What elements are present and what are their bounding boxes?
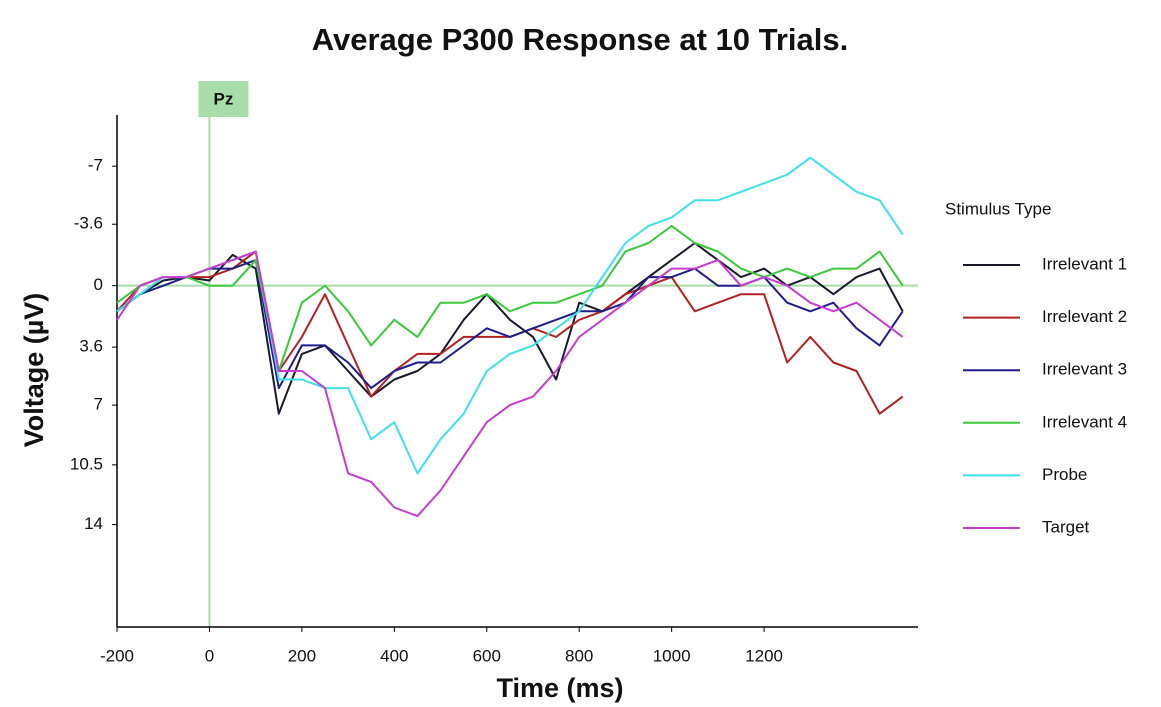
y-tick-label: 3.6 bbox=[79, 337, 103, 356]
y-tick-label: 10.5 bbox=[70, 454, 103, 473]
legend-label: Target bbox=[1042, 517, 1090, 536]
chart-title: Average P300 Response at 10 Trials. bbox=[312, 22, 848, 57]
x-axis-label: Time (ms) bbox=[496, 673, 623, 703]
series-line bbox=[116, 250, 904, 415]
legend-label: Irrelevant 3 bbox=[1042, 360, 1127, 379]
legend-label: Irrelevant 2 bbox=[1042, 307, 1127, 326]
series-line bbox=[116, 156, 904, 475]
x-tick-label: 800 bbox=[565, 646, 593, 665]
x-tick-label: 400 bbox=[380, 646, 408, 665]
series-line bbox=[116, 224, 904, 372]
y-tick-label: 7 bbox=[94, 395, 103, 414]
y-tick-label: 14 bbox=[84, 514, 103, 533]
series-line bbox=[116, 259, 904, 390]
y-tick-label: -7 bbox=[88, 156, 103, 175]
y-tick-label: 0 bbox=[94, 275, 103, 294]
x-tick-label: 200 bbox=[288, 646, 316, 665]
legend-label: Irrelevant 1 bbox=[1042, 254, 1127, 273]
legend-title: Stimulus Type bbox=[945, 199, 1051, 218]
x-tick-label: 1000 bbox=[653, 646, 691, 665]
y-axis-label: Voltage (µV) bbox=[19, 293, 49, 448]
legend-label: Probe bbox=[1042, 465, 1087, 484]
annotation: Pz bbox=[214, 89, 234, 108]
y-tick-label: -3.6 bbox=[74, 214, 103, 233]
legend-label: Irrelevant 4 bbox=[1042, 412, 1127, 431]
x-tick-label: -200 bbox=[100, 646, 134, 665]
series-line bbox=[116, 250, 904, 518]
x-tick-label: 1200 bbox=[745, 646, 783, 665]
annotation-box bbox=[198, 81, 249, 117]
x-tick-label: 0 bbox=[205, 646, 214, 665]
x-tick-label: 600 bbox=[473, 646, 501, 665]
